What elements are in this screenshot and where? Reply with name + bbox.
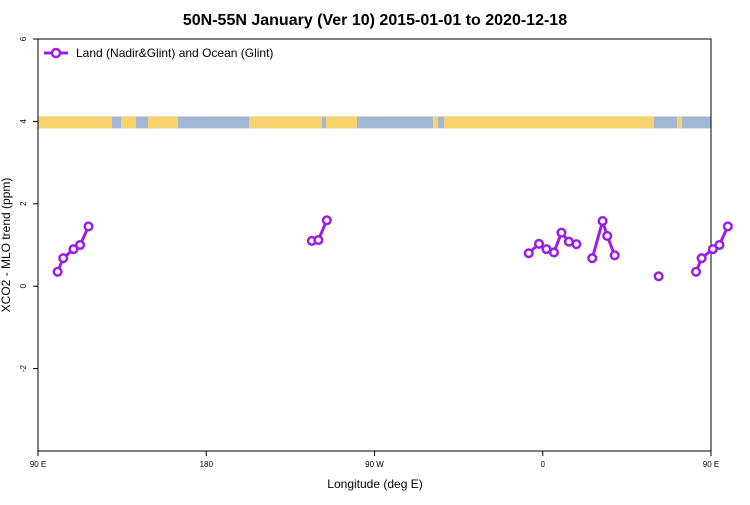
- data-point: [548, 247, 560, 258]
- data-point: [609, 250, 620, 261]
- series-group: [52, 215, 733, 282]
- data-point: [321, 215, 332, 226]
- data-point: [533, 238, 545, 249]
- land-segment: [444, 116, 654, 129]
- y-tick-label: -2: [19, 364, 28, 372]
- data-point: [602, 230, 613, 241]
- y-tick-label: 0: [19, 283, 28, 288]
- data-point: [571, 239, 582, 250]
- data-point: [556, 227, 567, 238]
- y-tick-label: 4: [19, 119, 28, 124]
- x-tick-label: 180: [200, 460, 214, 469]
- land-segment: [38, 116, 112, 129]
- land-segment: [677, 116, 682, 129]
- x-tick-label: 90 W: [365, 460, 384, 469]
- data-point: [523, 248, 534, 259]
- data-point: [597, 216, 608, 227]
- land-ocean-band: [38, 116, 711, 129]
- x-tick-label: 0: [541, 460, 546, 469]
- data-point: [587, 253, 598, 264]
- ocean-band: [38, 116, 711, 129]
- land-segment: [326, 116, 357, 129]
- data-point: [83, 221, 94, 232]
- data-point: [58, 253, 69, 264]
- legend-marker: [50, 47, 62, 59]
- legend: Land (Nadir&Glint) and Ocean (Glint): [44, 46, 273, 60]
- land-segment: [148, 116, 178, 129]
- data-point: [313, 235, 324, 246]
- land-segment: [433, 116, 438, 129]
- data-point: [714, 239, 725, 251]
- data-point: [75, 239, 86, 251]
- y-tick-label: 6: [19, 36, 28, 41]
- x-axis-label: Longitude (deg E): [327, 477, 422, 491]
- data-point: [653, 271, 664, 282]
- land-segment: [121, 116, 136, 129]
- data-point: [52, 266, 63, 277]
- data-point: [696, 253, 707, 264]
- data-point: [690, 266, 702, 277]
- chart-title: 50N-55N January (Ver 10) 2015-01-01 to 2…: [183, 12, 567, 29]
- y-axis-label: XCO2 - MLO trend (ppm): [0, 178, 13, 313]
- x-tick-label: 90 E: [30, 460, 46, 469]
- land-segment: [249, 116, 322, 129]
- x-tick-label: 90 E: [703, 460, 719, 469]
- legend-label: Land (Nadir&Glint) and Ocean (Glint): [76, 46, 273, 60]
- data-point: [722, 221, 733, 232]
- y-tick-label: 2: [19, 201, 28, 206]
- series-line: [590, 219, 617, 260]
